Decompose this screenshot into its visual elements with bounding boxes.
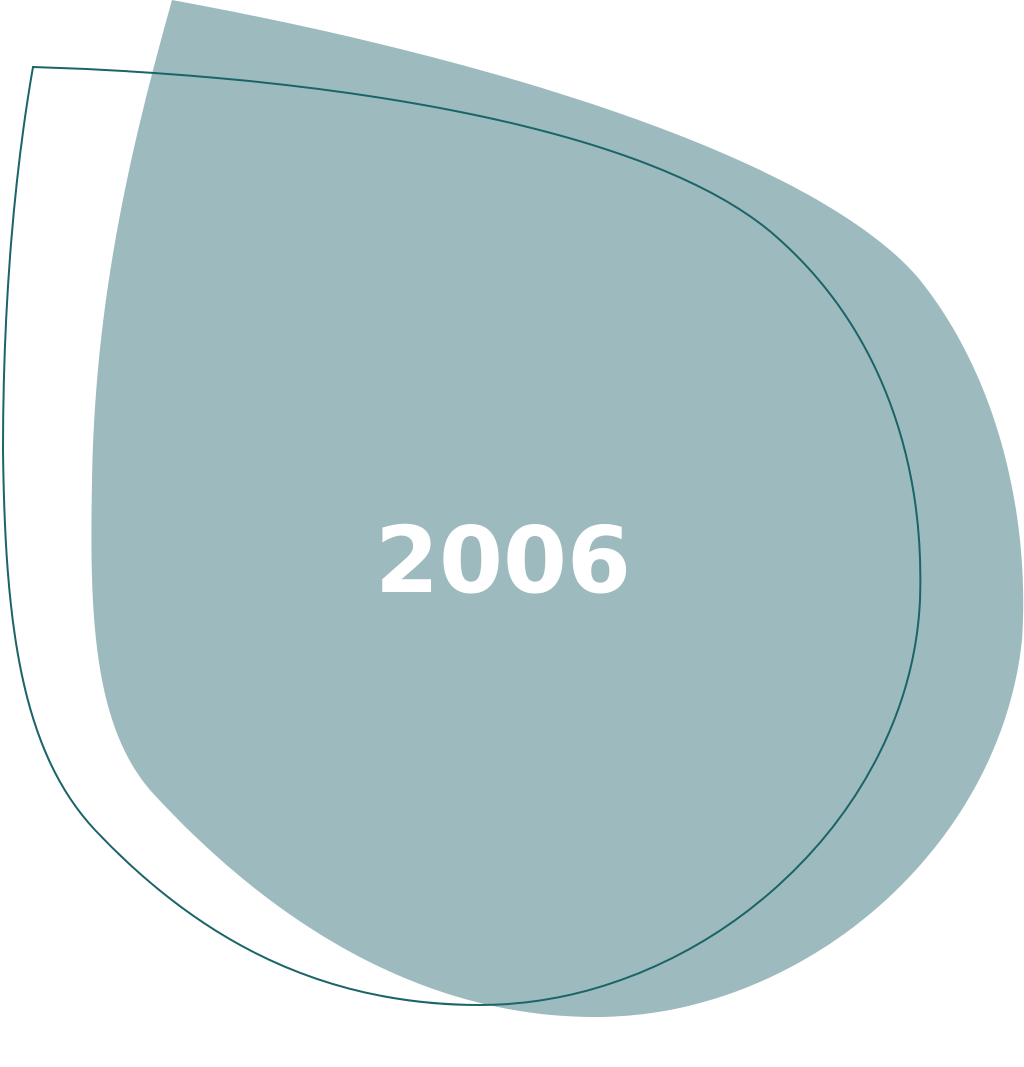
filled-drop-shape bbox=[91, 0, 1024, 1018]
outline-drop-shape bbox=[1, 65, 922, 1007]
year-label: 2006 bbox=[374, 507, 632, 614]
